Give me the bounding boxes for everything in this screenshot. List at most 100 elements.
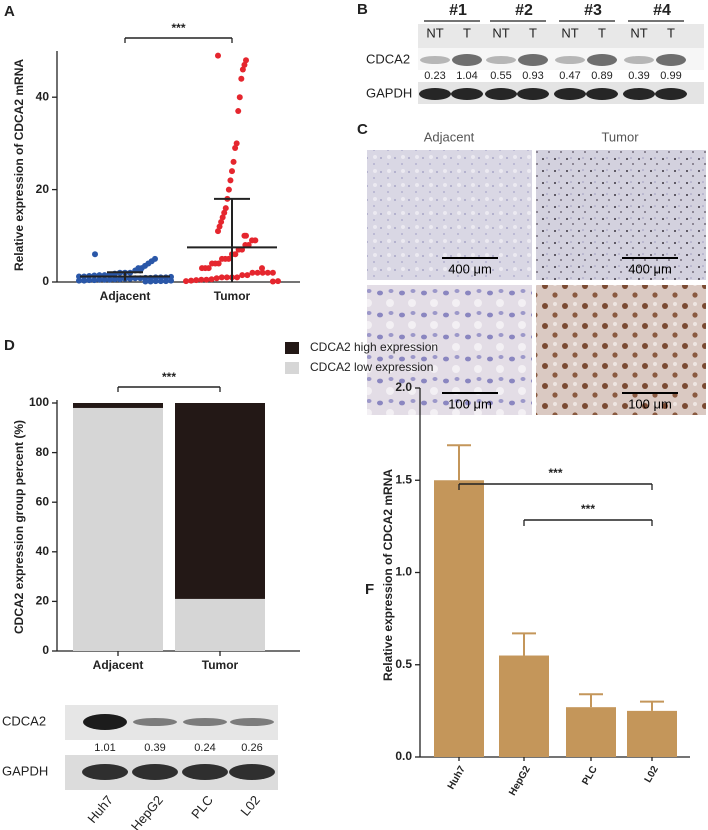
quant-label: 0.26 bbox=[241, 742, 262, 754]
panel-letter: A bbox=[4, 3, 15, 20]
bar-segment bbox=[73, 403, 163, 408]
column-label: Adjacent bbox=[424, 129, 475, 144]
data-point bbox=[234, 274, 241, 281]
band bbox=[486, 56, 516, 64]
data-point bbox=[92, 251, 98, 258]
band bbox=[586, 88, 618, 100]
panel-letter: C bbox=[357, 121, 368, 138]
data-point bbox=[215, 52, 221, 59]
data-point bbox=[275, 278, 281, 285]
lane-label: HepG2 bbox=[128, 792, 166, 830]
row-label: GAPDH bbox=[2, 763, 48, 778]
band bbox=[132, 764, 178, 780]
data-point bbox=[111, 276, 118, 283]
data-point bbox=[238, 75, 245, 82]
y-tick-label: 20 bbox=[36, 594, 50, 608]
y-tick-label: 40 bbox=[36, 544, 50, 558]
data-point bbox=[157, 278, 164, 285]
quant-label: 1.01 bbox=[94, 742, 115, 754]
data-point bbox=[76, 277, 82, 284]
band bbox=[554, 88, 586, 100]
data-point bbox=[225, 186, 232, 193]
y-tick-label: 100 bbox=[29, 395, 49, 409]
data-point bbox=[106, 276, 113, 283]
band bbox=[451, 88, 483, 100]
lane-label: T bbox=[598, 25, 606, 40]
blot-strip bbox=[418, 48, 704, 70]
band bbox=[419, 88, 451, 100]
bar-segment bbox=[175, 598, 265, 651]
band bbox=[83, 714, 127, 730]
row-label: GAPDH bbox=[366, 85, 412, 100]
scale-bar-label: 100 μm bbox=[448, 396, 492, 411]
quant-label: 0.55 bbox=[490, 70, 511, 82]
band bbox=[229, 764, 275, 780]
legend-label: CDCA2 high expression bbox=[310, 340, 438, 354]
significance: *** bbox=[162, 370, 176, 384]
group-label: #2 bbox=[515, 2, 533, 19]
data-point bbox=[101, 276, 108, 283]
data-point bbox=[227, 177, 234, 184]
lane-label: T bbox=[667, 25, 675, 40]
data-point bbox=[147, 278, 154, 285]
data-point bbox=[91, 277, 98, 284]
band bbox=[485, 88, 517, 100]
y-tick-label: 0.0 bbox=[395, 749, 412, 763]
data-point bbox=[96, 276, 103, 283]
band bbox=[555, 56, 585, 64]
data-point bbox=[142, 278, 149, 285]
scale-bar-label: 100 μm bbox=[628, 396, 672, 411]
y-axis-label: Relative expression of CDCA2 mRNA bbox=[381, 469, 395, 681]
bar bbox=[627, 710, 677, 757]
bar bbox=[434, 480, 484, 757]
data-point bbox=[116, 276, 123, 283]
band bbox=[623, 88, 655, 100]
panel-letter: B bbox=[357, 1, 368, 18]
significance: *** bbox=[171, 21, 185, 35]
panel-letter: D bbox=[4, 337, 15, 354]
y-tick-label: 60 bbox=[36, 494, 50, 508]
data-point bbox=[269, 269, 276, 276]
ihc-image bbox=[536, 150, 706, 280]
legend-label: CDCA2 low expression bbox=[310, 360, 433, 374]
data-point bbox=[162, 278, 169, 285]
data-point bbox=[203, 276, 210, 283]
band bbox=[518, 54, 548, 66]
band bbox=[82, 764, 128, 780]
significance: *** bbox=[581, 502, 595, 516]
bar bbox=[566, 707, 616, 757]
band bbox=[183, 718, 227, 726]
data-point bbox=[241, 232, 248, 239]
quant-label: 0.93 bbox=[522, 70, 543, 82]
data-point bbox=[239, 272, 246, 279]
data-point bbox=[208, 276, 215, 283]
y-tick-label: 1.0 bbox=[395, 565, 412, 579]
quant-label: 0.24 bbox=[194, 742, 215, 754]
row-label: CDCA2 bbox=[2, 713, 46, 728]
group-label: #3 bbox=[584, 2, 602, 19]
data-point bbox=[233, 140, 240, 147]
data-point bbox=[213, 275, 220, 282]
data-point bbox=[239, 66, 246, 73]
data-point bbox=[193, 277, 200, 284]
y-tick-label: 1.5 bbox=[395, 472, 412, 486]
y-tick-label: 0 bbox=[42, 643, 49, 657]
data-point bbox=[259, 269, 266, 276]
lane-label: NT bbox=[630, 25, 647, 40]
data-point bbox=[81, 277, 88, 284]
y-tick-label: 80 bbox=[36, 445, 50, 459]
quant-label: 0.99 bbox=[660, 70, 681, 82]
x-tick-label: Adjacent bbox=[93, 658, 144, 672]
data-point bbox=[259, 265, 265, 272]
data-point bbox=[264, 269, 271, 276]
y-tick-label: 0 bbox=[42, 274, 49, 288]
data-point bbox=[241, 61, 248, 68]
data-point bbox=[219, 255, 225, 262]
lane-label: T bbox=[529, 25, 537, 40]
row-label: CDCA2 bbox=[366, 51, 410, 66]
band bbox=[587, 54, 617, 66]
x-tick-label: HepG2 bbox=[507, 764, 533, 798]
x-tick-label: L02 bbox=[643, 764, 661, 785]
data-point bbox=[86, 277, 93, 284]
data-point bbox=[254, 269, 261, 276]
